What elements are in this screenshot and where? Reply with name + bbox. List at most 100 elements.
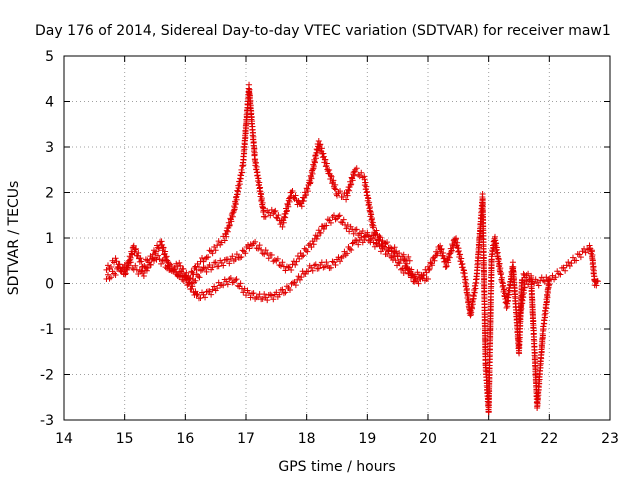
data-point xyxy=(301,245,308,252)
data-point xyxy=(251,149,258,156)
data-point xyxy=(268,292,275,299)
data-point xyxy=(247,241,254,248)
data-point xyxy=(177,262,184,269)
data-point xyxy=(255,294,262,301)
data-point xyxy=(376,242,383,249)
data-point xyxy=(153,248,160,255)
data-point xyxy=(377,248,384,255)
data-point xyxy=(307,179,314,186)
data-point xyxy=(241,146,248,153)
data-point xyxy=(229,253,236,260)
data-point xyxy=(215,263,222,270)
data-point xyxy=(480,227,487,234)
data-point xyxy=(221,237,228,244)
data-point xyxy=(517,310,524,317)
data-point xyxy=(531,280,538,287)
data-point xyxy=(346,245,353,252)
data-point xyxy=(160,244,167,251)
data-point xyxy=(426,265,433,272)
y-tick-label: -2 xyxy=(40,368,54,384)
data-point xyxy=(310,241,317,248)
data-point xyxy=(140,273,147,280)
data-point xyxy=(340,216,347,223)
data-point xyxy=(473,275,480,282)
data-point xyxy=(321,263,328,270)
data-point xyxy=(194,260,201,267)
data-point xyxy=(255,175,262,182)
data-point xyxy=(209,250,216,257)
data-point xyxy=(576,251,583,258)
data-point xyxy=(311,159,318,166)
y-axis: -3 -2 -1 0 1 2 3 4 5 xyxy=(40,49,610,429)
data-point xyxy=(158,260,165,267)
data-point xyxy=(233,251,240,258)
data-point xyxy=(321,159,328,166)
data-point xyxy=(371,243,378,250)
data-point xyxy=(469,301,476,308)
data-point xyxy=(239,169,246,176)
data-point xyxy=(335,213,342,220)
data-point xyxy=(590,267,597,274)
data-point xyxy=(156,256,163,263)
data-point xyxy=(526,276,533,283)
data-point xyxy=(163,253,170,260)
data-point xyxy=(147,261,154,268)
data-point xyxy=(137,255,144,262)
data-point xyxy=(544,277,551,284)
data-point xyxy=(454,239,461,246)
data-point xyxy=(332,181,339,188)
data-point xyxy=(268,251,275,258)
data-point xyxy=(535,282,542,289)
data-point xyxy=(304,248,311,255)
data-point xyxy=(280,290,287,297)
data-point xyxy=(370,239,377,246)
data-point xyxy=(396,260,403,267)
data-point xyxy=(458,255,465,262)
data-point xyxy=(218,239,225,246)
data-point xyxy=(500,282,507,289)
data-point xyxy=(167,261,174,268)
data-point xyxy=(122,270,129,277)
data-point xyxy=(471,289,478,296)
data-point xyxy=(155,244,162,251)
data-point xyxy=(236,181,243,188)
data-point xyxy=(171,264,178,271)
data-point xyxy=(111,259,118,266)
data-point xyxy=(238,172,245,179)
data-point xyxy=(569,254,576,261)
data-point xyxy=(200,258,207,265)
data-point xyxy=(247,294,254,301)
data-point xyxy=(108,274,115,281)
data-point xyxy=(132,262,139,269)
data-point xyxy=(242,250,249,257)
data-point xyxy=(332,262,339,269)
data-point xyxy=(161,257,168,264)
data-point xyxy=(337,258,344,265)
data-point xyxy=(414,277,421,284)
data-point xyxy=(346,187,353,194)
data-point xyxy=(265,255,272,262)
data-point xyxy=(235,185,242,192)
data-point xyxy=(544,294,551,301)
data-point xyxy=(298,253,305,260)
x-axis-label: GPS time / hours xyxy=(278,459,395,475)
y-tick-label: 1 xyxy=(45,231,54,247)
data-point xyxy=(296,255,303,262)
data-point xyxy=(347,181,354,188)
data-point xyxy=(368,235,375,242)
data-point xyxy=(543,298,550,305)
data-point xyxy=(382,240,389,247)
data-point xyxy=(150,257,157,264)
data-point xyxy=(520,294,527,301)
data-point xyxy=(481,295,488,302)
data-point xyxy=(180,265,187,272)
data-point xyxy=(586,242,593,249)
x-tick-label: 18 xyxy=(298,431,316,447)
data-point xyxy=(353,226,360,233)
data-point xyxy=(212,259,219,266)
data-point xyxy=(537,360,544,367)
data-point xyxy=(250,133,257,140)
data-point xyxy=(104,271,111,278)
data-point xyxy=(573,257,580,264)
data-point xyxy=(212,247,219,254)
